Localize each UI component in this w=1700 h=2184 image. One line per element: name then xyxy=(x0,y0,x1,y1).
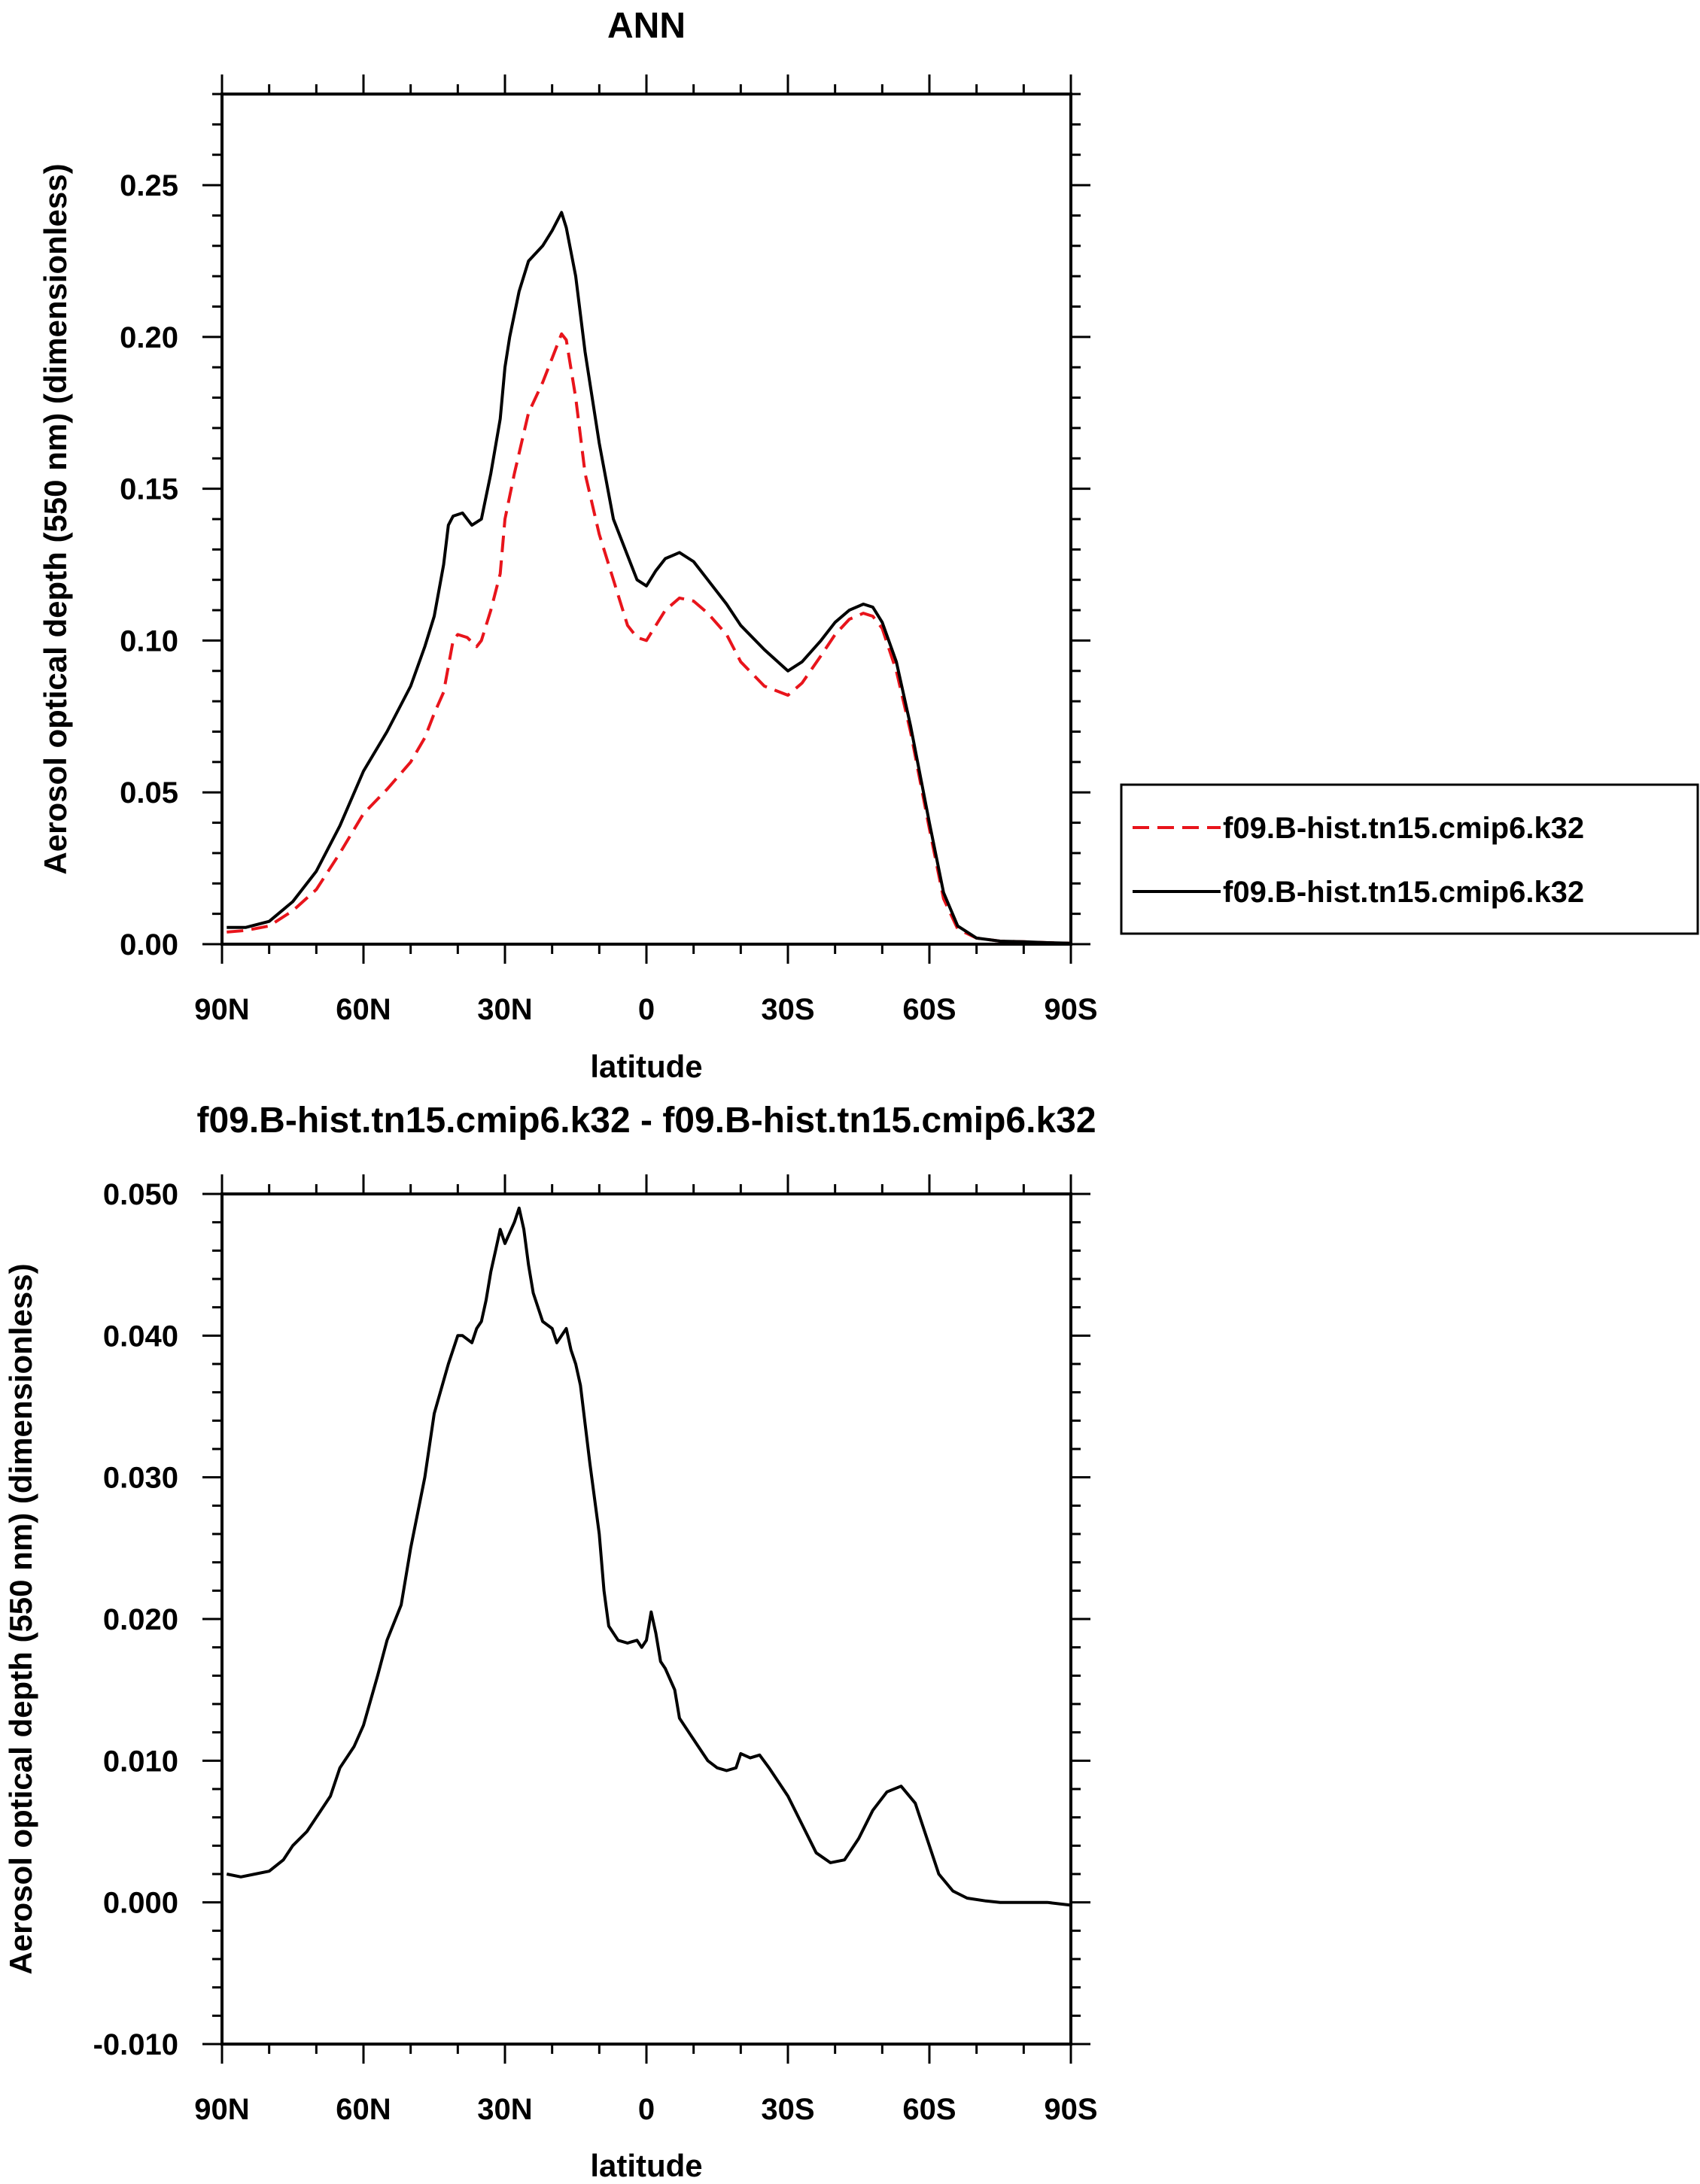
bottom-x-tick-label: 30N xyxy=(477,2093,532,2126)
bottom-y-tick-label: 0.010 xyxy=(103,1745,178,1778)
bottom-x-tick-label: 60S xyxy=(902,2093,956,2126)
top-series-line-1-dashed xyxy=(227,332,1072,945)
bottom-x-tick-label: 30S xyxy=(761,2093,814,2126)
top-x-tick-label: 60S xyxy=(902,993,956,1026)
bottom-x-tick-label: 90S xyxy=(1044,2093,1097,2126)
bottom-plot-frame xyxy=(220,1192,1072,2046)
top-y-tick-label: 0.00 xyxy=(120,928,178,961)
top-series-group xyxy=(227,211,1072,945)
top-x-ticks: 90N 60N 30N 0 30S 60S 90S xyxy=(194,74,1098,1026)
top-x-tick-label: 90S xyxy=(1044,993,1097,1026)
top-y-axis-label: Aerosol optical depth (550 nm) (dimensio… xyxy=(38,163,73,874)
bottom-series-line-1-solid xyxy=(226,1206,1072,1907)
top-x-tick-label: 0 xyxy=(638,993,655,1026)
bottom-chart-title: f09.B-hist.tn15.cmip6.k32 - f09.B-hist.t… xyxy=(196,1101,1096,1141)
top-plot-frame xyxy=(220,93,1072,946)
bottom-x-tick-label: 60N xyxy=(336,2093,391,2126)
bottom-x-axis-label: latitude xyxy=(590,2148,702,2183)
bottom-y-tick-label: 0.020 xyxy=(103,1603,178,1636)
top-chart-title: ANN xyxy=(607,6,686,46)
top-x-axis-label: latitude xyxy=(590,1049,702,1084)
bottom-y-axis-label: Aerosol optical depth (550 nm) (dimensio… xyxy=(3,1263,38,1974)
top-y-tick-label: 0.10 xyxy=(120,624,178,658)
top-y-tick-label: 0.05 xyxy=(120,776,178,810)
bottom-x-ticks: 90N 60N 30N 0 30S 60S 90S xyxy=(194,1174,1098,2126)
top-x-tick-label: 30N xyxy=(477,993,532,1026)
top-x-tick-label: 60N xyxy=(336,993,391,1026)
bottom-y-tick-label: 0.000 xyxy=(103,1887,178,1920)
top-x-tick-label: 90N xyxy=(194,993,249,1026)
bottom-y-ticks: -0.010 0.000 0.010 0.020 0.030 0.040 0.050 xyxy=(93,1178,1090,2061)
top-y-tick-label: 0.15 xyxy=(120,473,178,506)
top-y-ticks: 0.00 0.05 0.10 0.15 0.20 0.25 xyxy=(120,93,1090,961)
bottom-x-tick-label: 90N xyxy=(194,2093,249,2126)
legend-label-2: f09.B-hist.tn15.cmip6.k32 xyxy=(1223,876,1584,909)
top-y-tick-label: 0.20 xyxy=(120,321,178,354)
top-series-line-2-solid xyxy=(227,211,1072,945)
legend-box xyxy=(1120,783,1699,935)
top-y-tick-label: 0.25 xyxy=(120,169,178,202)
legend: f09.B-hist.tn15.cmip6.k32 f09.B-hist.tn1… xyxy=(1120,783,1699,935)
legend-label-1: f09.B-hist.tn15.cmip6.k32 xyxy=(1223,812,1584,845)
bottom-panel: f09.B-hist.tn15.cmip6.k32 - f09.B-hist.t… xyxy=(3,1101,1098,2183)
bottom-x-tick-label: 0 xyxy=(638,2093,655,2126)
bottom-y-tick-label: -0.010 xyxy=(93,2028,178,2061)
bottom-y-tick-label: 0.040 xyxy=(103,1320,178,1353)
bottom-y-tick-label: 0.030 xyxy=(103,1462,178,1495)
bottom-series-group xyxy=(226,1206,1072,1907)
bottom-y-tick-label: 0.050 xyxy=(103,1178,178,1211)
top-x-tick-label: 30S xyxy=(761,993,814,1026)
top-panel: ANN 0.00 0.05 0.10 0.15 0.20 0.25 90N 60N 30N 0 3… xyxy=(38,6,1098,1084)
